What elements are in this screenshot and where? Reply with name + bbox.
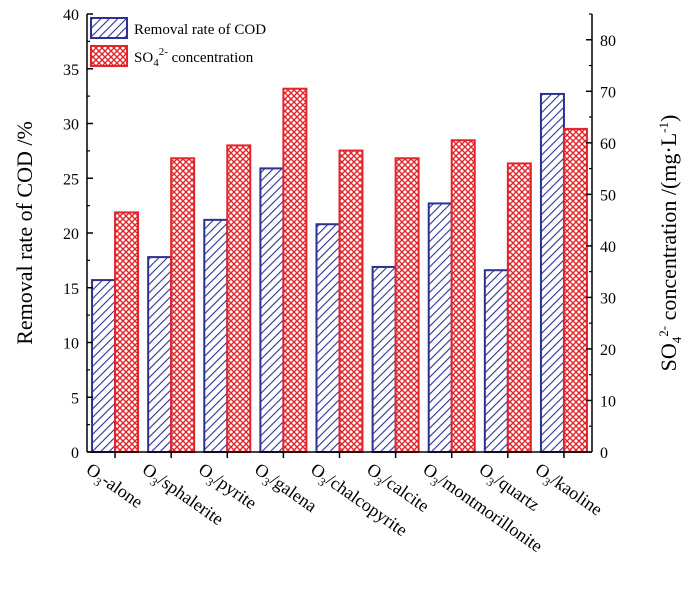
left-tick-label: 35 bbox=[63, 62, 79, 79]
bar-so4-concentration bbox=[394, 157, 420, 453]
right-tick-label: 30 bbox=[600, 290, 616, 307]
left-tick-label: 30 bbox=[63, 117, 79, 134]
bar-cod-removal bbox=[315, 223, 341, 453]
bar-so4-concentration bbox=[506, 162, 532, 453]
bar-so4-concentration bbox=[562, 127, 588, 453]
left-tick-label: 5 bbox=[71, 390, 79, 407]
category-label: O3/galena bbox=[249, 459, 321, 519]
bar-so4-concentration bbox=[450, 139, 476, 453]
bar-so4-concentration bbox=[170, 157, 196, 453]
right-tick-label: 40 bbox=[600, 239, 616, 256]
right-tick-label: 0 bbox=[600, 445, 608, 462]
category-label: O3/chalcopyrite bbox=[305, 459, 411, 543]
bar-cod-removal bbox=[259, 167, 285, 454]
bar-cod-removal bbox=[427, 202, 453, 453]
right-axis-title: SO42- concentration /(mg·L-1) bbox=[656, 115, 684, 372]
right-tick-label: 50 bbox=[600, 187, 616, 204]
right-tick-label: 70 bbox=[600, 84, 616, 101]
bar-cod-removal bbox=[91, 279, 117, 453]
bar-cod-removal bbox=[483, 269, 509, 454]
left-tick-label: 15 bbox=[63, 281, 79, 298]
bar-cod-removal bbox=[371, 265, 397, 453]
legend: Removal rate of COD SO42- concentration bbox=[90, 17, 266, 69]
left-tick-label: 20 bbox=[63, 226, 79, 243]
bar-cod-removal bbox=[147, 256, 173, 453]
right-tick-label: 10 bbox=[600, 393, 616, 410]
left-tick-label: 10 bbox=[63, 336, 79, 353]
legend-swatch-so4 bbox=[90, 45, 128, 67]
bars-group bbox=[91, 87, 588, 454]
legend-swatch-cod bbox=[90, 17, 128, 39]
bar-cod-removal bbox=[539, 92, 565, 453]
left-tick-label: 25 bbox=[63, 171, 79, 188]
right-tick-label: 20 bbox=[600, 342, 616, 359]
bar-so4-concentration bbox=[114, 211, 140, 453]
category-label: O3/kaoline bbox=[529, 459, 606, 523]
bar-so4-concentration bbox=[226, 144, 252, 453]
left-tick-label: 0 bbox=[71, 445, 79, 462]
right-tick-label: 80 bbox=[600, 33, 616, 50]
bar-so4-concentration bbox=[338, 149, 364, 453]
legend-label-cod: Removal rate of COD bbox=[134, 22, 266, 38]
legend-label-so4: SO42- concentration bbox=[134, 46, 254, 69]
bar-cod-removal bbox=[203, 218, 229, 453]
left-tick-label: 40 bbox=[63, 7, 79, 24]
right-tick-label: 60 bbox=[600, 136, 616, 153]
left-axis-title: Removal rate of COD /% bbox=[12, 121, 37, 345]
bar-so4-concentration bbox=[282, 87, 308, 453]
axes-group bbox=[86, 13, 593, 458]
category-label: O3-alone bbox=[80, 459, 146, 515]
